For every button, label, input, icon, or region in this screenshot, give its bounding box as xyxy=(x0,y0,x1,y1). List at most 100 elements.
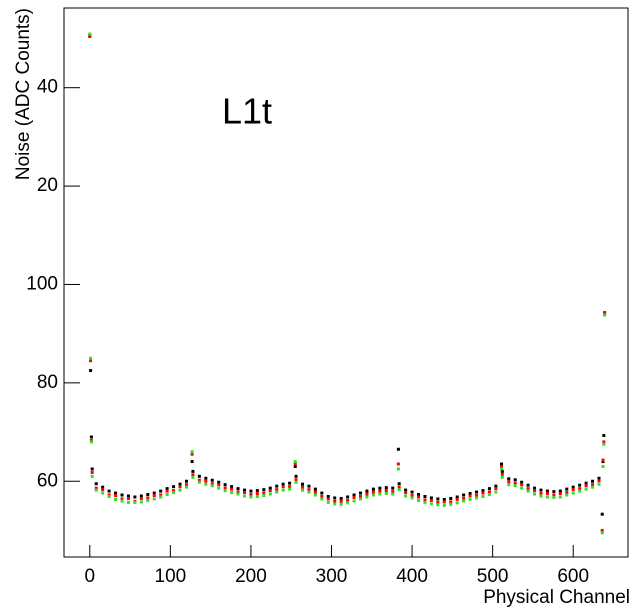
point xyxy=(468,494,472,498)
point xyxy=(146,498,150,502)
x-tick-label: 100 xyxy=(155,566,187,587)
point xyxy=(602,440,606,444)
point xyxy=(242,494,246,498)
point xyxy=(391,492,395,496)
point xyxy=(558,489,562,493)
point xyxy=(404,488,408,492)
point xyxy=(275,488,279,492)
point xyxy=(255,489,259,493)
point xyxy=(384,489,388,493)
point xyxy=(294,474,298,478)
point xyxy=(152,491,156,495)
point xyxy=(294,480,298,484)
point xyxy=(520,480,524,484)
x-axis-label: Physical Channel xyxy=(483,587,630,608)
point xyxy=(417,498,421,502)
point xyxy=(455,497,459,501)
point xyxy=(90,474,94,478)
point xyxy=(262,488,266,492)
point xyxy=(275,490,279,494)
point xyxy=(320,497,324,501)
point xyxy=(120,493,124,497)
point xyxy=(346,495,350,499)
point xyxy=(242,491,246,495)
point xyxy=(462,499,466,503)
point xyxy=(333,502,337,506)
plot-frame xyxy=(63,7,629,558)
point xyxy=(507,477,511,481)
point xyxy=(294,478,298,482)
point xyxy=(552,490,556,494)
point xyxy=(500,472,504,476)
point xyxy=(571,491,575,495)
point xyxy=(396,447,400,451)
point xyxy=(507,480,511,484)
point xyxy=(494,484,498,488)
point xyxy=(326,497,330,501)
point xyxy=(591,483,595,487)
point xyxy=(165,487,169,491)
point xyxy=(236,490,240,494)
y-tick-label: 60 xyxy=(37,470,58,491)
point xyxy=(378,492,382,496)
point xyxy=(268,489,272,493)
point xyxy=(410,490,414,494)
point xyxy=(133,500,137,504)
point xyxy=(371,487,375,491)
point xyxy=(494,490,498,494)
point xyxy=(107,489,111,493)
point xyxy=(236,492,240,496)
point xyxy=(89,369,93,373)
point xyxy=(513,484,517,488)
point xyxy=(90,467,94,471)
x-tick-label: 600 xyxy=(557,566,589,587)
point xyxy=(558,495,562,499)
point xyxy=(262,494,266,498)
point xyxy=(217,480,221,484)
point xyxy=(281,488,285,492)
y-tick-label: 20 xyxy=(37,175,58,196)
point xyxy=(333,499,337,503)
point xyxy=(378,486,382,490)
point xyxy=(455,501,459,505)
point xyxy=(190,450,194,454)
point xyxy=(526,487,530,491)
point xyxy=(602,442,606,446)
point xyxy=(513,481,517,485)
point xyxy=(552,495,556,499)
point xyxy=(500,464,504,468)
point xyxy=(172,485,176,489)
point xyxy=(429,496,433,500)
point xyxy=(249,495,253,499)
point xyxy=(475,494,479,498)
point xyxy=(197,474,201,478)
point xyxy=(462,493,466,497)
point xyxy=(571,485,575,489)
point xyxy=(539,494,543,498)
point xyxy=(526,489,530,493)
point xyxy=(346,501,350,505)
point xyxy=(384,486,388,490)
point xyxy=(159,495,163,499)
point xyxy=(197,478,201,482)
y-tick-label: 100 xyxy=(26,273,58,294)
point xyxy=(578,487,582,491)
point xyxy=(404,491,408,495)
point xyxy=(487,493,491,497)
point xyxy=(539,488,543,492)
point xyxy=(313,493,317,497)
point xyxy=(533,489,537,493)
point xyxy=(545,492,549,496)
point xyxy=(565,487,569,491)
point xyxy=(293,460,297,464)
point xyxy=(436,497,440,501)
point xyxy=(217,483,221,487)
point xyxy=(520,486,524,490)
point xyxy=(230,485,234,489)
point xyxy=(462,496,466,500)
point xyxy=(591,479,595,483)
x-tick-label: 400 xyxy=(396,566,428,587)
point xyxy=(600,531,604,535)
point xyxy=(352,499,356,503)
point xyxy=(223,486,227,490)
